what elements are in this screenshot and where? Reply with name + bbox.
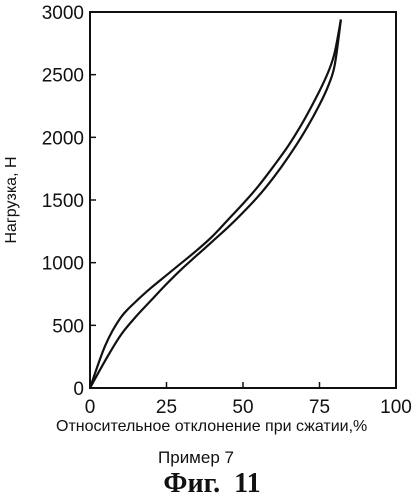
x-tick-label: 0 — [85, 397, 96, 418]
y-tick-labels: 0 500 1000 1500 2000 2500 3000 — [42, 3, 84, 400]
series-line-2 — [89, 19, 342, 389]
x-tick-labels: 0 25 50 75 100 — [85, 397, 412, 418]
y-tick-label: 500 — [52, 316, 84, 337]
y-tick-label: 2000 — [42, 128, 84, 149]
x-tick-label: 75 — [309, 397, 330, 418]
x-tick-marks — [89, 382, 397, 388]
y-tick-label: 2500 — [42, 66, 84, 87]
figure-caption: Фиг. 11 — [163, 468, 260, 499]
series-lines — [88, 19, 342, 389]
x-tick-label: 50 — [232, 397, 253, 418]
x-tick-label: 100 — [380, 397, 412, 418]
series-line-1 — [88, 19, 342, 389]
plot-frame — [89, 11, 397, 389]
x-axis-label: Относительное отклонение при сжатии,% — [56, 418, 367, 435]
y-tick-label: 1500 — [42, 191, 84, 212]
x-tick-label: 25 — [156, 397, 177, 418]
y-tick-label: 1000 — [42, 254, 84, 275]
y-tick-label: 3000 — [42, 3, 84, 24]
y-tick-label: 0 — [73, 379, 84, 400]
y-axis-label: Нагрузка, Н — [3, 156, 20, 243]
example-caption: Пример 7 — [158, 448, 234, 467]
